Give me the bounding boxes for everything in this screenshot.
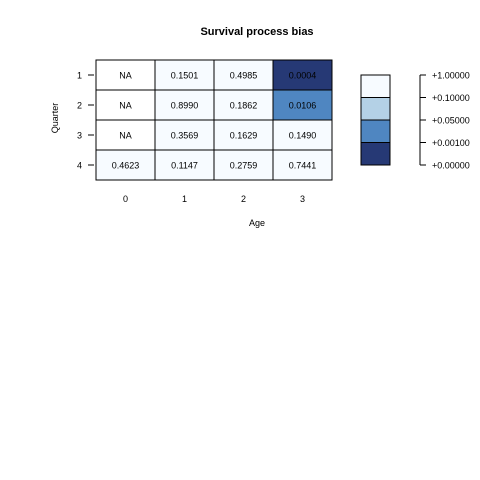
cell-value-label: 0.4623	[112, 161, 140, 171]
cell-value-label: 0.1490	[289, 131, 317, 141]
cell-value-label: 0.2759	[230, 161, 258, 171]
axes: 0 1 2 3 1 2 3 4	[77, 71, 305, 205]
heatmap-cell	[272, 59, 333, 91]
cell-value-label: 0.3569	[171, 131, 199, 141]
cell-value-label: 0.7441	[289, 161, 317, 171]
cell-value-label: NA	[119, 71, 132, 81]
heatmap-cell	[272, 149, 333, 181]
x-tick-label: 0	[123, 194, 128, 204]
cell-value-label: 0.0106	[289, 101, 317, 111]
legend-swatch	[360, 119, 391, 143]
legend-swatch	[360, 74, 391, 98]
cell-value-label: 0.1629	[230, 131, 258, 141]
legend-tick-label: +0.10000	[432, 93, 470, 103]
cell-value-label: 0.1501	[171, 71, 199, 81]
cell-value-label: NA	[119, 101, 132, 111]
y-tick-label: 4	[77, 161, 82, 171]
heatmap-cell	[154, 119, 215, 151]
y-axis-label: Quarter	[50, 103, 60, 134]
cell-value-label: 0.8990	[171, 101, 199, 111]
heatmap-cell	[95, 149, 156, 181]
heatmap-cell	[95, 59, 156, 91]
cell-value-label: 0.1862	[230, 101, 258, 111]
heatmap-cells: NA 0.1501 0.4985 0.0004 NA 0.8990 0.1862 0.0106…	[95, 59, 333, 181]
heatmap-cell	[272, 89, 333, 121]
x-axis-label: Age	[249, 218, 265, 228]
legend-tick-label: +1.00000	[432, 71, 470, 81]
legend-tick-label: +0.00000	[432, 161, 470, 171]
heatmap-cell	[154, 59, 215, 91]
x-tick-label: 3	[300, 194, 305, 204]
y-tick-label: 2	[77, 101, 82, 111]
heatmap-cell	[272, 119, 333, 151]
chart-title: Survival process bias	[200, 26, 313, 38]
heatmap-cell	[154, 89, 215, 121]
x-tick-label: 1	[182, 194, 187, 204]
y-tick-label: 1	[77, 71, 82, 81]
heatmap-cell	[154, 149, 215, 181]
cell-value-label: 0.4985	[230, 71, 258, 81]
legend-tick-label: +0.00100	[432, 138, 470, 148]
cell-value-label: 0.1147	[171, 161, 198, 171]
legend: +1.00000 +0.10000 +0.05000 +0.00100 +0.00000	[360, 71, 470, 171]
cell-value-label: 0.0004	[289, 71, 317, 81]
cell-value-label: NA	[119, 131, 132, 141]
legend-swatch	[360, 97, 391, 121]
legend-tick-label: +0.05000	[432, 116, 470, 126]
x-tick-label: 2	[241, 194, 246, 204]
legend-swatch	[360, 142, 391, 166]
y-tick-label: 3	[77, 131, 82, 141]
